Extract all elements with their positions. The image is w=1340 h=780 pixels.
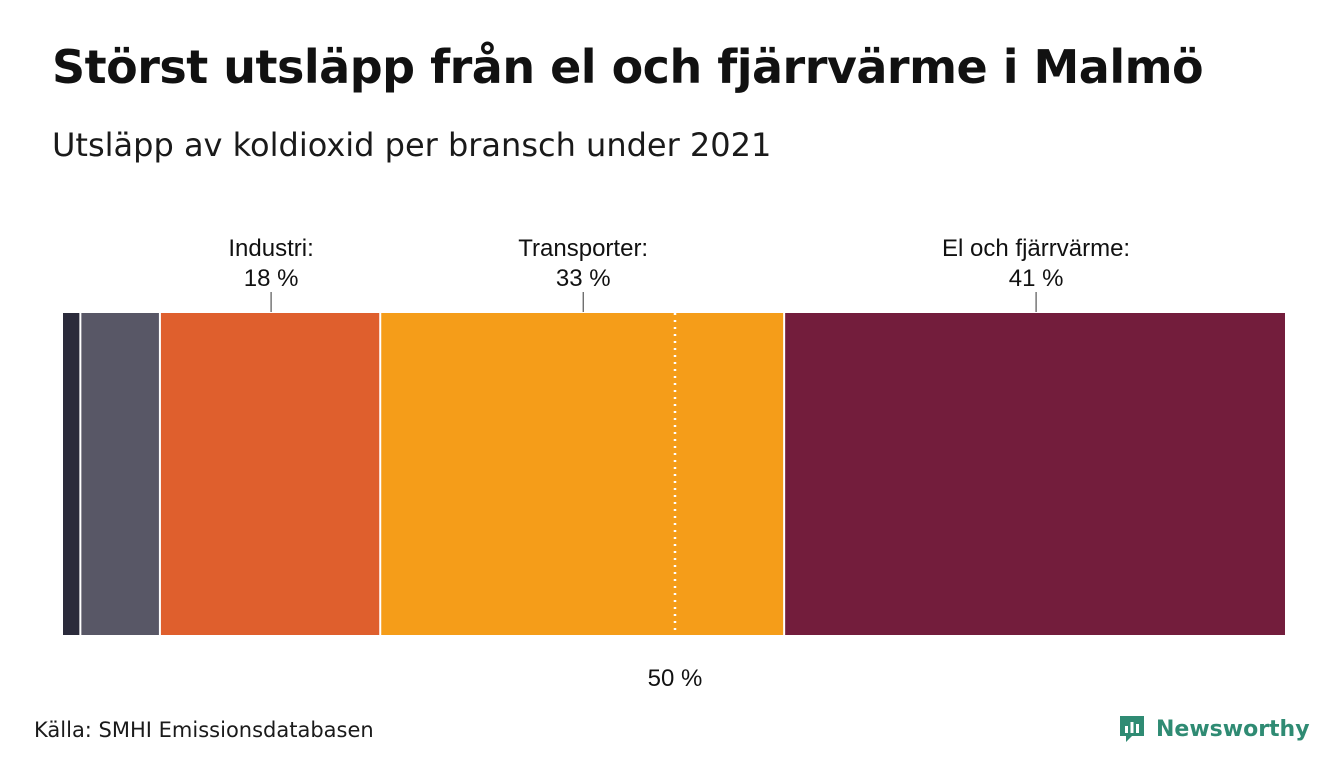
segment-value-transporter: 33 % <box>556 265 611 292</box>
bar-segment-other-0 <box>63 313 80 635</box>
logo-text: Newsworthy <box>1156 716 1310 742</box>
chart-title: Störst utsläpp från el och fjärrvärme i … <box>52 40 1204 94</box>
segment-label-industri: Industri: <box>228 235 313 262</box>
source-note: Källa: SMHI Emissionsdatabasen <box>34 718 374 742</box>
brand-logo: Newsworthy <box>1118 714 1310 744</box>
segment-label-transporter: Transporter: <box>518 235 648 262</box>
reference-line-label: 50 % <box>648 665 703 692</box>
chart-subtitle: Utsläpp av koldioxid per bransch under 2… <box>52 126 772 164</box>
segment-value-industri: 18 % <box>244 265 299 292</box>
newsworthy-logo-icon <box>1120 716 1144 742</box>
bar-segment-transporter <box>381 313 784 635</box>
bar-segment-el-och-fj-rrv-rme <box>785 313 1285 635</box>
bar-segment-other-1 <box>81 313 159 635</box>
segment-label-el-och-fj-rrv-rme: El och fjärrvärme: <box>942 235 1130 262</box>
bar-segment-industri <box>160 313 380 635</box>
segment-value-el-och-fj-rrv-rme: 41 % <box>1009 265 1064 292</box>
